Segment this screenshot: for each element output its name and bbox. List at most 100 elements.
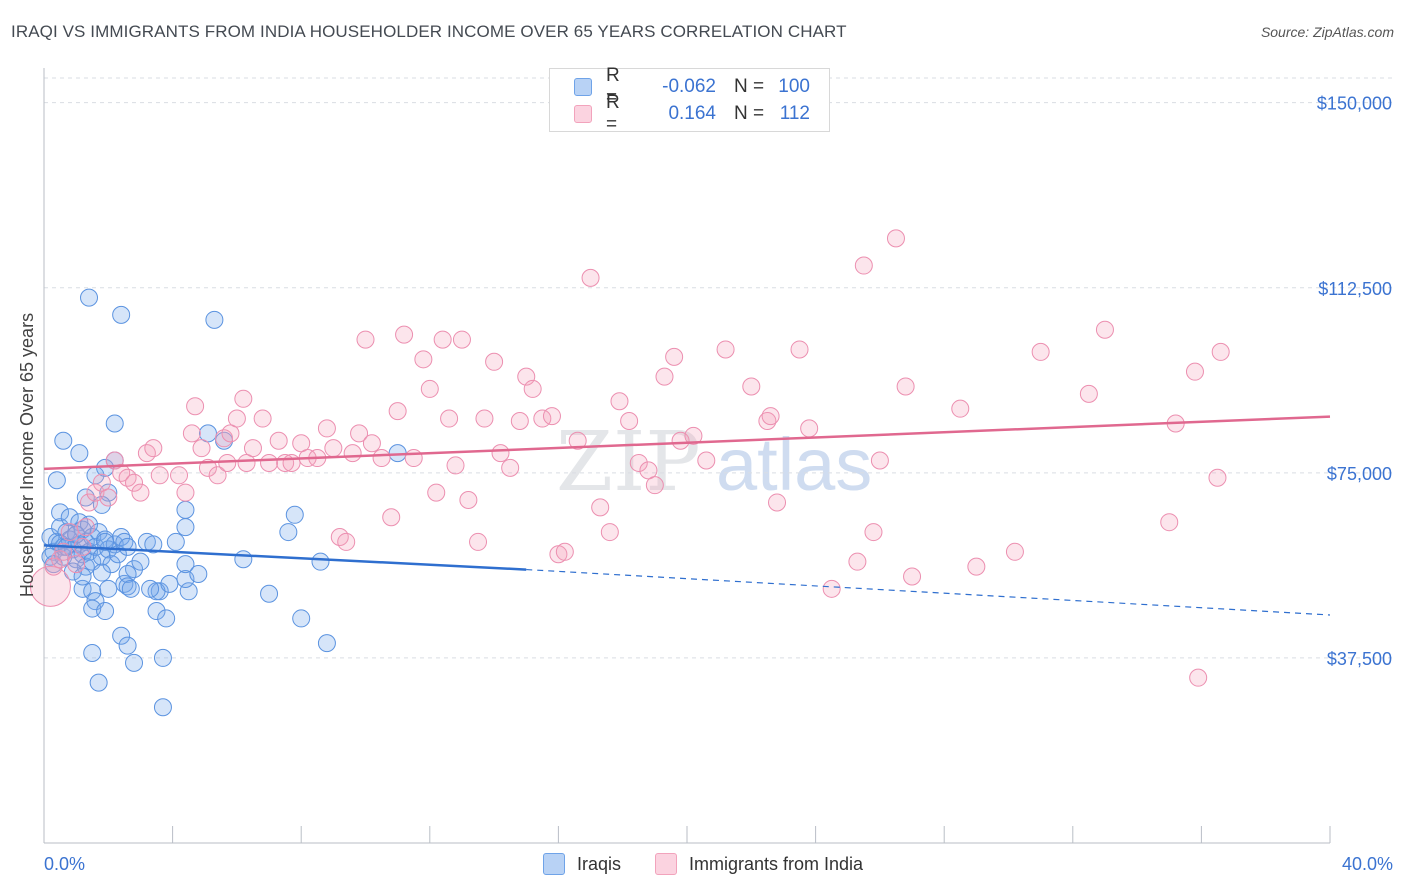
iraqis-point [153,648,172,667]
india-point [469,532,488,551]
india-point [854,256,873,275]
india-point [822,579,841,598]
x-tick-label: 0.0% [44,854,85,874]
trend-lines [43,415,1331,616]
india-point [523,379,542,398]
india-point [234,389,253,408]
india-point [404,449,423,468]
india-point [176,483,195,502]
india-point [1185,362,1204,381]
y-tick-label: $150,000 [1317,94,1392,114]
india-point [343,444,362,463]
india-point [29,565,71,607]
iraqis-point [147,602,166,621]
india-point [131,483,150,502]
iraqis-point [285,505,304,524]
iraqis-point [205,310,224,329]
india-point [99,488,118,507]
legend-swatch-india [654,853,677,875]
india-point [542,407,561,426]
india-point [1031,342,1050,361]
india-point [1160,513,1179,532]
iraqis-point [260,584,279,603]
y-tick-label: $112,500 [1318,279,1392,299]
india-point [170,466,189,485]
india-point [67,555,86,574]
india-point [362,434,381,453]
iraqis-point [198,424,217,443]
india-point [761,407,780,426]
india-point [491,444,510,463]
india-point [645,476,664,495]
india-point [501,458,520,477]
india-point [150,466,169,485]
iraqis-point [160,574,179,593]
iraqis-point [99,579,118,598]
iraqis-trend-line [43,544,527,571]
india-point [198,458,217,477]
india-point [485,352,504,371]
india-point [1079,384,1098,403]
india-point [80,493,99,512]
india-point [452,330,471,349]
india-point [903,567,922,586]
india-point [350,424,369,443]
india-point [388,402,407,421]
india-point [76,518,95,537]
legend-r-label: R = [606,65,620,108]
legend-n-label: N = [734,103,765,124]
iraqis-point [189,565,208,584]
legend-item-india: Immigrants from India [654,853,863,875]
india-point [1005,542,1024,561]
india-point [44,557,63,576]
legend-r-label: R = [606,92,620,135]
iraqis-point [166,532,185,551]
india-point [182,424,201,443]
iraqis-point [279,523,298,542]
iraqis-point [176,555,195,574]
india-point [218,453,237,472]
india-point [237,453,256,472]
legend-label-iraqis: Iraqis [576,853,621,874]
x-tick-label: 40.0% [1342,854,1393,874]
iraqis-point [105,414,124,433]
india-point [639,461,658,480]
india-point [581,268,600,287]
india-point [440,409,459,428]
india-point [382,508,401,527]
iraqis-point [157,609,176,628]
iraqis-point [70,444,89,463]
india-point [227,409,246,428]
iraqis-point [112,528,131,546]
india-point [886,229,905,248]
y-tick-label: $37,500 [1327,649,1392,669]
india-point [800,419,819,438]
iraqis-point [112,305,131,324]
india-point [372,449,391,468]
india-point [655,367,674,386]
india-point [568,431,587,450]
india-point [896,377,915,396]
iraqis-point [311,552,330,571]
source-label: Source: ZipAtlas.com [1260,24,1394,40]
india-point [433,330,452,349]
iraqis-point [144,535,163,554]
india-point [1189,668,1208,687]
legend-n-label: N = [734,76,765,97]
iraqis-point [176,518,195,537]
india-point [459,490,478,509]
iraqis-point [176,500,195,519]
iraqis-point [131,552,150,571]
india-point [260,453,279,472]
india-point [221,424,240,443]
chart-title: IRAQI VS IMMIGRANTS FROM INDIA HOUSEHOLD… [11,22,847,41]
india-point [446,456,465,475]
series-legend: Iraqis Immigrants from India [0,852,1406,876]
iraqis-point [96,602,115,621]
india-point [716,340,735,359]
india-point [864,523,883,542]
axes [43,68,1331,844]
india-point [60,523,79,542]
iraqis-point [141,579,160,598]
iraqis-point [118,537,137,556]
